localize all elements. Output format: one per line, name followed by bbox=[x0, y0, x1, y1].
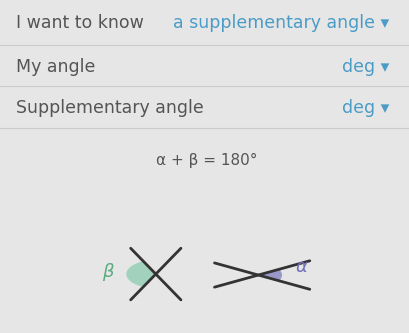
Text: $\beta$: $\beta$ bbox=[102, 261, 115, 283]
Text: I want to know: I want to know bbox=[16, 14, 144, 32]
Text: $\alpha$: $\alpha$ bbox=[294, 258, 308, 276]
Text: deg ▾: deg ▾ bbox=[341, 99, 389, 117]
Text: Supplementary angle: Supplementary angle bbox=[16, 99, 204, 117]
Text: a supplementary angle ▾: a supplementary angle ▾ bbox=[173, 14, 389, 32]
Wedge shape bbox=[126, 261, 155, 287]
Text: deg ▾: deg ▾ bbox=[341, 58, 389, 76]
Text: My angle: My angle bbox=[16, 58, 96, 76]
Text: α + β = 180°: α + β = 180° bbox=[156, 153, 257, 167]
Wedge shape bbox=[258, 269, 281, 281]
